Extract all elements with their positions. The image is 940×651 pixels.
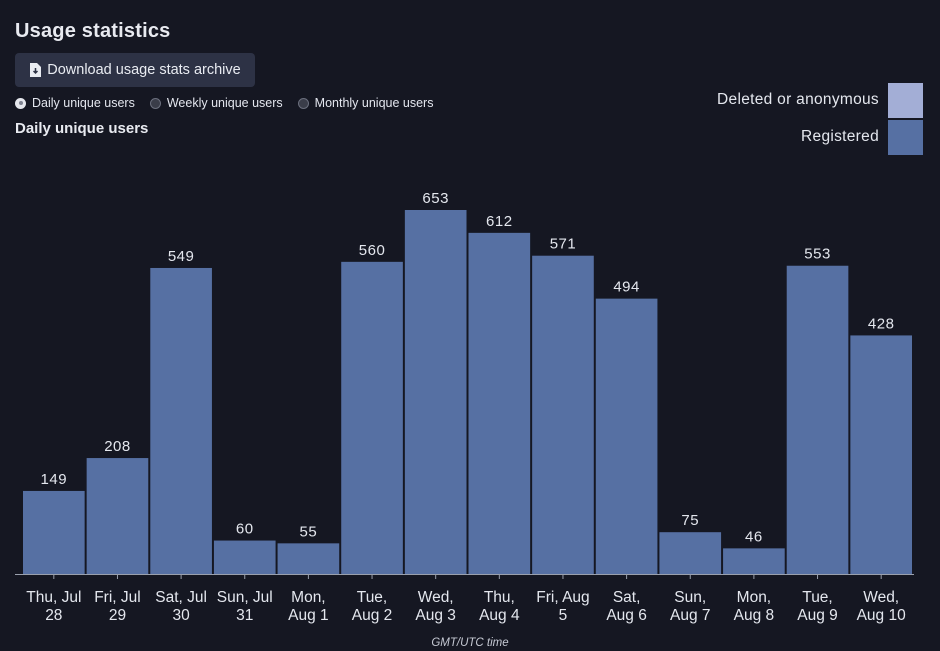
file-download-icon <box>30 63 42 77</box>
radio-unchecked-icon[interactable] <box>149 97 161 109</box>
bar-value-label: 549 <box>168 248 195 265</box>
bar-value-label: 428 <box>868 315 895 332</box>
x-tick-label: Tue, <box>357 589 387 606</box>
radio-label: Daily unique users <box>32 96 135 110</box>
radio-unchecked-icon[interactable] <box>297 97 309 109</box>
x-tick-label: Sat, <box>613 589 641 606</box>
legend-swatch-registered <box>888 119 923 155</box>
bar-registered[interactable] <box>532 255 594 574</box>
legend-label: Registered <box>801 128 879 145</box>
x-tick-label: 28 <box>45 607 62 624</box>
bar-value-label: 571 <box>550 236 577 253</box>
bar-registered[interactable] <box>341 261 403 574</box>
bar-value-label: 149 <box>41 471 68 488</box>
x-tick-label: Tue, <box>802 589 832 606</box>
x-tick-label: 31 <box>236 607 253 624</box>
x-tick-label: Fri, Jul <box>94 589 141 606</box>
bar-registered[interactable] <box>213 540 276 574</box>
radio-monthly-unique-users[interactable]: Monthly unique users <box>297 96 434 110</box>
legend-item-deleted[interactable]: Deleted or anonymous <box>717 82 923 118</box>
x-tick-label: Fri, Aug <box>536 589 589 606</box>
x-tick-label: Wed, <box>418 589 454 606</box>
x-tick-label: Aug 1 <box>288 607 329 624</box>
page-title: Usage statistics <box>15 20 171 42</box>
bar-value-label: 560 <box>359 242 386 259</box>
x-axis-label: GMT/UTC time <box>431 637 509 649</box>
x-tick-label: Sun, <box>674 589 706 606</box>
bar-value-label: 46 <box>745 528 763 545</box>
x-tick-label: Sun, Jul <box>217 589 273 606</box>
x-tick-label: Aug 7 <box>670 607 711 624</box>
x-tick-label: Aug 2 <box>352 607 393 624</box>
x-tick-label: Mon, <box>291 589 325 606</box>
bar-value-label: 653 <box>422 190 449 207</box>
x-tick-label: Sat, Jul <box>155 589 207 606</box>
x-tick-label: 29 <box>109 607 126 624</box>
bar-registered[interactable] <box>723 548 785 574</box>
bar-value-label: 75 <box>681 512 699 529</box>
legend-swatch-deleted <box>888 82 923 118</box>
x-tick-label: Wed, <box>863 589 899 606</box>
download-archive-label: Download usage stats archive <box>47 62 241 78</box>
x-tick-label: Aug 10 <box>857 607 907 624</box>
bar-registered[interactable] <box>850 335 912 574</box>
bar-registered[interactable] <box>595 298 658 574</box>
bar-registered[interactable] <box>86 458 149 574</box>
bar-value-label: 553 <box>804 246 831 263</box>
chart-title: Daily unique users <box>15 120 149 137</box>
radio-label: Weekly unique users <box>166 96 283 110</box>
x-tick-label: Aug 3 <box>415 607 456 624</box>
x-tick-label: 30 <box>172 607 190 624</box>
bar-registered[interactable] <box>659 532 722 574</box>
bar-value-label: 494 <box>613 279 640 296</box>
chart-legend: Deleted or anonymous Registered <box>717 82 923 157</box>
bar-value-label: 55 <box>300 523 318 540</box>
bar-registered[interactable] <box>404 210 467 574</box>
bar-value-label: 612 <box>486 213 513 230</box>
x-tick-label: Mon, <box>737 589 771 606</box>
bar-value-label: 60 <box>236 521 254 538</box>
bar-registered[interactable] <box>786 265 849 574</box>
x-tick-label: Aug 4 <box>479 607 520 624</box>
x-tick-label: Aug 8 <box>734 607 775 624</box>
bar-registered[interactable] <box>468 232 531 574</box>
bar-registered[interactable] <box>150 267 212 574</box>
x-tick-label: Aug 9 <box>797 607 838 624</box>
x-tick-label: Thu, Jul <box>26 589 81 606</box>
radio-checked-icon[interactable] <box>15 97 26 109</box>
x-tick-label: Aug 6 <box>606 607 647 624</box>
radio-weekly-unique-users[interactable]: Weekly unique users <box>149 96 283 110</box>
bar-registered[interactable] <box>23 490 85 574</box>
download-archive-button[interactable]: Download usage stats archive <box>15 53 255 87</box>
radio-daily-unique-users[interactable]: Daily unique users <box>15 96 135 110</box>
legend-item-registered[interactable]: Registered <box>717 119 923 155</box>
bar-value-label: 208 <box>104 438 131 455</box>
legend-label: Deleted or anonymous <box>717 91 879 108</box>
bar-registered[interactable] <box>277 543 340 574</box>
radio-label: Monthly unique users <box>314 96 434 110</box>
time-range-selector: Daily unique users Weekly unique users M… <box>15 96 448 110</box>
x-tick-label: Thu, <box>484 589 515 606</box>
x-tick-label: 5 <box>559 607 568 624</box>
